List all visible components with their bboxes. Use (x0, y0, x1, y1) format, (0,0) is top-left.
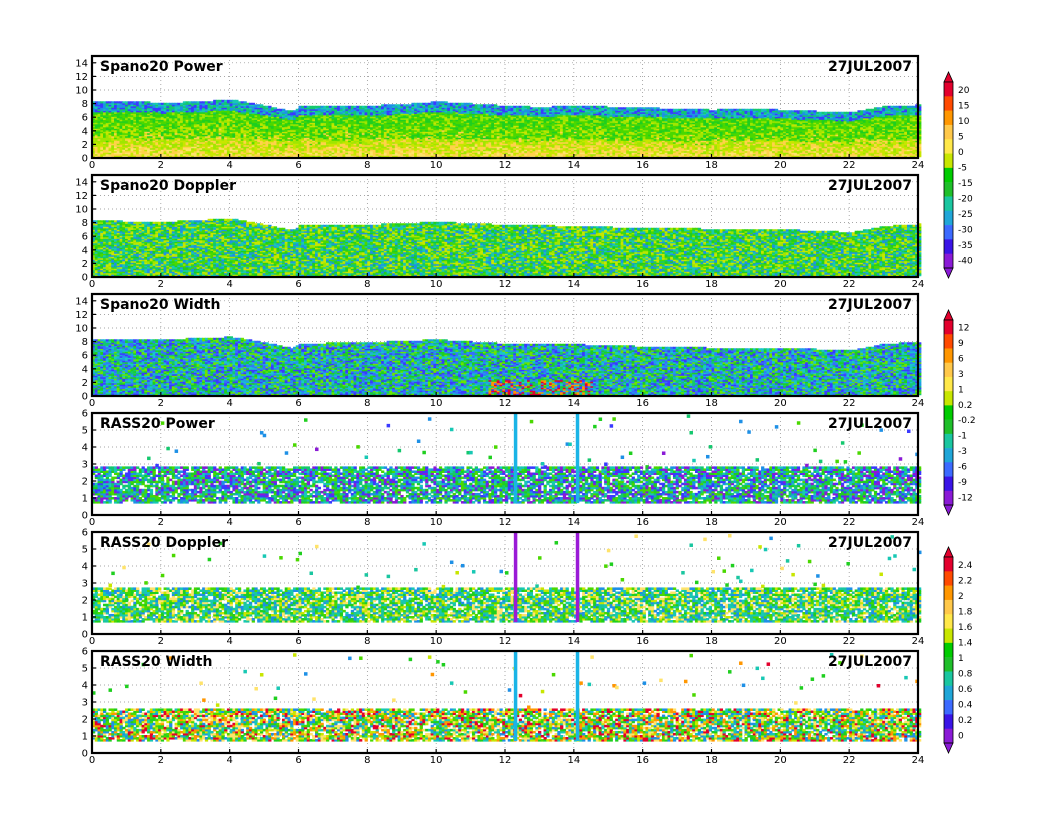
panel-1: 0 2 4 6 8 10 12 14 16 18 20 22 2402468101214 Spano20 … (75, 56, 924, 171)
